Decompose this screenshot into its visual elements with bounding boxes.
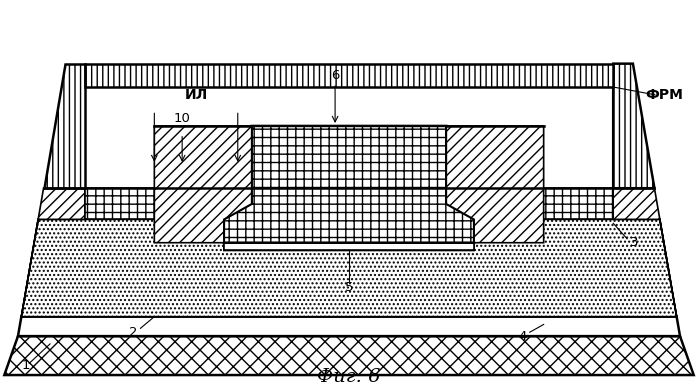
- Polygon shape: [22, 188, 85, 317]
- Polygon shape: [613, 64, 655, 188]
- Text: 2: 2: [129, 326, 138, 339]
- Polygon shape: [18, 317, 680, 336]
- Polygon shape: [224, 243, 474, 250]
- Text: 4: 4: [519, 330, 527, 343]
- Text: ИЛ: ИЛ: [184, 88, 208, 102]
- Polygon shape: [446, 126, 544, 243]
- Text: ФРМ: ФРМ: [645, 88, 683, 102]
- Polygon shape: [4, 336, 694, 375]
- Text: 1: 1: [22, 359, 30, 372]
- Polygon shape: [43, 64, 85, 188]
- Text: 5: 5: [345, 281, 353, 294]
- Polygon shape: [22, 220, 676, 317]
- Text: 6: 6: [331, 69, 339, 82]
- Text: Фиг. 6: Фиг. 6: [318, 368, 380, 386]
- Text: 10: 10: [174, 112, 191, 125]
- Text: 3: 3: [630, 236, 638, 249]
- Polygon shape: [154, 126, 252, 243]
- Polygon shape: [224, 126, 474, 243]
- Polygon shape: [85, 64, 613, 87]
- Polygon shape: [474, 188, 613, 220]
- Polygon shape: [85, 188, 224, 220]
- Polygon shape: [613, 188, 676, 317]
